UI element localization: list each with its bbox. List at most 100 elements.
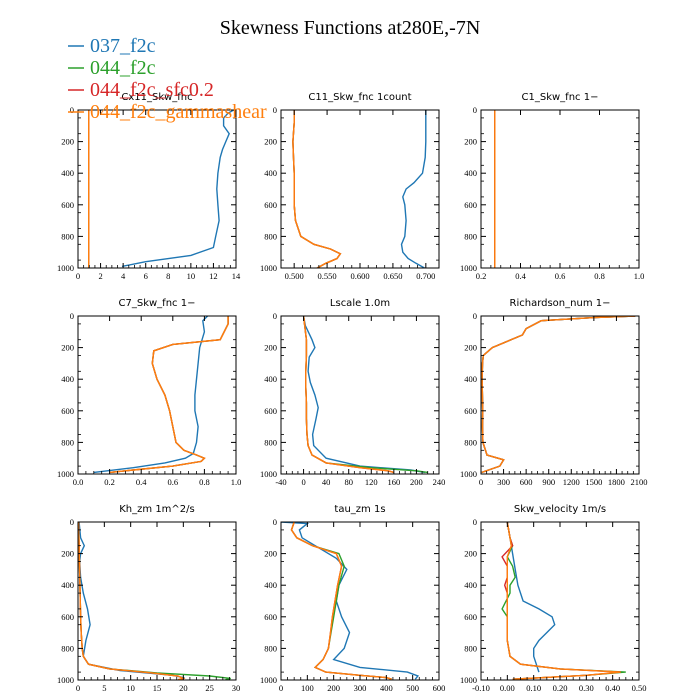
y-tick-label: 1000 <box>460 469 477 479</box>
y-tick-label: 0 <box>70 517 74 527</box>
y-tick-label: 0 <box>70 311 74 321</box>
series-line-044_f2c_gammashear <box>292 110 342 268</box>
series-line-044_f2c_gammashear <box>506 522 621 680</box>
y-tick-label: 200 <box>264 137 277 147</box>
x-tick-label: 0.550 <box>318 271 337 281</box>
subplot-title: Richardson_num 1− <box>510 298 611 309</box>
x-tick-label: 0.10 <box>526 683 541 693</box>
series-line-044_f2c_gammashear <box>78 522 186 680</box>
x-tick-label: 600 <box>433 683 446 693</box>
series-line-044_f2c_gammashear <box>109 316 229 474</box>
x-tick-label: 80 <box>344 477 353 487</box>
y-tick-label: 800 <box>61 437 74 447</box>
series-line-044_f2c_sfc0.2 <box>501 522 621 680</box>
subplot-title: C7_Skw_fnc 1− <box>119 298 196 309</box>
x-tick-label: 0.650 <box>383 271 402 281</box>
figure-title: Skewness Functions at280E,-7N <box>220 17 481 39</box>
y-tick-label: 0 <box>273 517 277 527</box>
y-tick-label: 0 <box>273 105 277 115</box>
series-group <box>302 316 428 474</box>
y-tick-label: 1000 <box>57 263 74 273</box>
y-tick-label: 200 <box>464 343 477 353</box>
x-tick-label: 0.8 <box>199 477 210 487</box>
y-tick-label: 800 <box>464 437 477 447</box>
x-tick-label: 600 <box>520 477 533 487</box>
x-tick-label: 40 <box>322 477 331 487</box>
x-tick-label: 0.40 <box>605 683 620 693</box>
y-tick-label: 600 <box>264 612 277 622</box>
series-line-037_f2c <box>121 110 235 268</box>
y-tick-label: 1000 <box>260 469 277 479</box>
x-tick-label: 10 <box>187 271 196 281</box>
x-tick-label: 8 <box>166 271 170 281</box>
y-tick-label: 0 <box>273 311 277 321</box>
x-tick-label: 0.0 <box>73 477 84 487</box>
x-tick-label: 0 <box>479 477 483 487</box>
subplot-title: Kh_zm 1m^2/s <box>119 504 195 515</box>
series-line-044_f2c <box>302 316 428 474</box>
x-tick-label: 0.20 <box>553 683 568 693</box>
x-tick-label: 0.2 <box>476 271 487 281</box>
x-tick-label: 240 <box>433 477 446 487</box>
legend-label: 044_f2c_sfc0.2 <box>90 79 214 101</box>
y-tick-label: 400 <box>61 374 74 384</box>
x-tick-label: 14 <box>232 271 241 281</box>
series-group <box>78 522 231 680</box>
x-tick-label: 500 <box>406 683 419 693</box>
y-tick-label: 200 <box>61 343 74 353</box>
y-tick-label: 1000 <box>260 675 277 685</box>
x-tick-label: 0.4 <box>515 271 526 281</box>
y-tick-label: 200 <box>61 549 74 559</box>
y-tick-label: 200 <box>264 343 277 353</box>
x-tick-label: 0.50 <box>632 683 647 693</box>
x-tick-label: 2 <box>98 271 102 281</box>
legend-entry: 044_f2c <box>68 57 156 79</box>
subplot-title: Skw_velocity 1m/s <box>514 504 606 515</box>
subplot-title: tau_zm 1s <box>334 504 385 515</box>
series-line-044_f2c_gammashear <box>481 316 636 474</box>
x-tick-label: 15 <box>153 683 162 693</box>
series-line-044_f2c <box>78 522 231 680</box>
series-line-037_f2c <box>93 316 209 474</box>
x-tick-label: 160 <box>387 477 400 487</box>
axes-frame <box>480 315 640 475</box>
series-line-044_f2c_gammashear <box>302 316 395 474</box>
y-tick-label: 400 <box>464 374 477 384</box>
x-tick-label: 400 <box>380 683 393 693</box>
x-tick-label: 20 <box>179 683 188 693</box>
x-tick-label: 0 <box>301 477 305 487</box>
y-tick-label: 800 <box>264 643 277 653</box>
x-tick-label: 200 <box>410 477 423 487</box>
series-line-037_f2c <box>281 522 420 680</box>
series-group <box>501 522 626 680</box>
series-line-044_f2c_sfc0.2 <box>481 316 636 474</box>
x-tick-label: 900 <box>542 477 555 487</box>
y-tick-label: 0 <box>473 105 477 115</box>
axes-frame <box>480 521 640 681</box>
y-tick-label: 0 <box>70 105 74 115</box>
x-tick-label: 1.0 <box>634 271 645 281</box>
legend-label: 037_f2c <box>90 35 156 57</box>
subplot-title: Lscale 1.0m <box>330 298 390 309</box>
y-tick-label: 1000 <box>57 675 74 685</box>
y-tick-label: 400 <box>61 580 74 590</box>
x-tick-label: 30 <box>232 683 241 693</box>
subplot-6: Richardson_num 1− 0 300 600 900 1200 1500 1800 2… <box>460 298 648 487</box>
x-tick-label: 100 <box>301 683 314 693</box>
series-line-044_f2c <box>290 522 392 680</box>
y-tick-label: 1000 <box>460 263 477 273</box>
y-tick-label: 400 <box>264 374 277 384</box>
axes-frame <box>280 315 440 475</box>
x-tick-label: 120 <box>365 477 378 487</box>
y-tick-label: 800 <box>61 643 74 653</box>
y-tick-label: 0 <box>473 311 477 321</box>
y-tick-label: 200 <box>464 549 477 559</box>
x-tick-label: 0.2 <box>104 477 115 487</box>
series-group <box>281 522 420 680</box>
axes-frame <box>280 521 440 681</box>
subplot-title: C1_Skw_fnc 1− <box>522 92 599 103</box>
subplot-3: C1_Skw_fnc 1− 0.2 0.4 0.6 0.8 1.0 0 200 400 600 80… <box>460 92 644 281</box>
subplot-9: Skw_velocity 1m/s -0.10 0.00 0.10 0.20 0.30 0.… <box>460 504 646 693</box>
y-tick-label: 600 <box>61 612 74 622</box>
